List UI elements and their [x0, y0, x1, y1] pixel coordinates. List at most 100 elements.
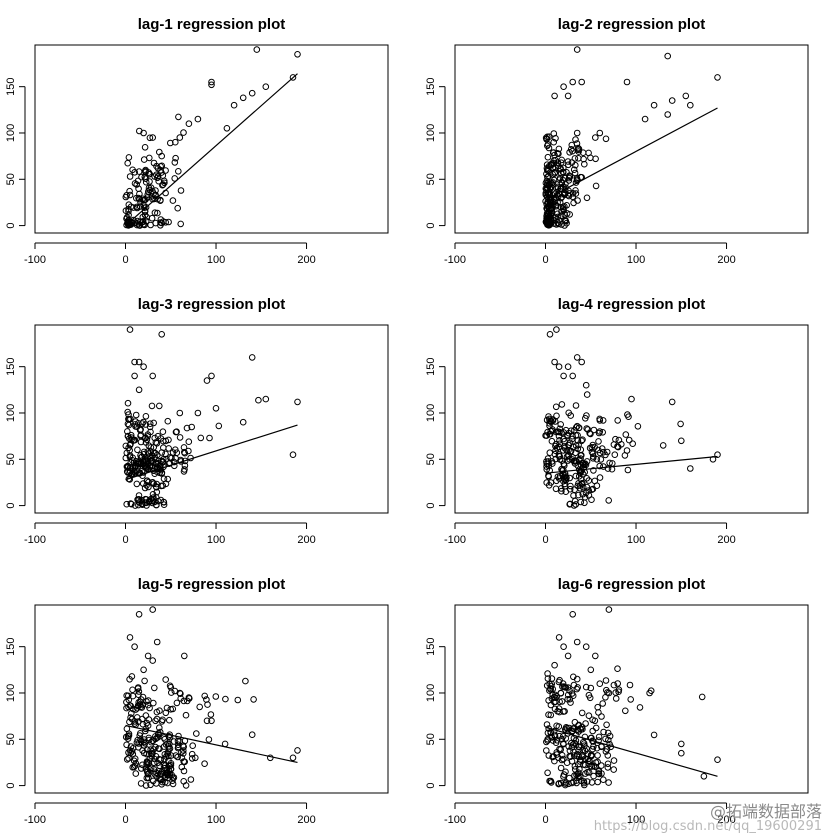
- x-tick-label: 100: [207, 254, 225, 266]
- data-point: [610, 681, 618, 689]
- data-point: [624, 411, 631, 418]
- data-point: [583, 391, 591, 398]
- data-point: [170, 774, 178, 781]
- data-point: [624, 466, 632, 474]
- data-point: [551, 358, 558, 366]
- data-point: [181, 462, 189, 469]
- data-point: [570, 166, 578, 173]
- data-point: [602, 135, 610, 143]
- data-point: [542, 134, 550, 142]
- data-point: [628, 395, 635, 403]
- data-point: [615, 686, 623, 694]
- data-point: [585, 769, 593, 776]
- data-point: [188, 423, 195, 431]
- data-point: [583, 412, 590, 419]
- data-point: [180, 778, 187, 785]
- data-point: [583, 475, 591, 482]
- data-point: [215, 422, 223, 430]
- data-point: [170, 458, 178, 466]
- chart-title: lag-5 regression plot: [138, 576, 286, 593]
- data-point: [564, 691, 572, 699]
- data-point: [596, 462, 604, 470]
- data-point: [552, 485, 560, 493]
- data-point: [602, 748, 610, 755]
- data-point: [611, 451, 619, 459]
- data-point: [146, 766, 154, 773]
- data-point: [550, 149, 557, 156]
- data-point: [579, 470, 587, 478]
- data-point: [568, 757, 576, 765]
- data-point: [151, 684, 158, 692]
- y-tick-label: 50: [5, 733, 17, 745]
- data-point: [566, 747, 574, 755]
- data-point: [160, 218, 167, 225]
- data-point: [575, 441, 582, 449]
- data-point: [143, 477, 151, 485]
- data-point: [592, 134, 599, 141]
- data-point: [561, 186, 569, 194]
- x-tick-label: -100: [444, 814, 466, 826]
- data-point: [593, 482, 601, 490]
- data-point: [165, 752, 172, 760]
- data-point: [131, 358, 138, 366]
- data-point: [124, 735, 132, 742]
- data-point: [614, 417, 622, 424]
- data-point: [587, 684, 595, 692]
- data-point: [143, 463, 151, 471]
- data-point: [544, 769, 551, 777]
- data-point: [131, 762, 139, 769]
- y-tick-label: 150: [5, 637, 17, 655]
- data-point: [557, 779, 565, 787]
- data-point: [174, 741, 182, 749]
- data-point: [555, 780, 563, 787]
- data-point: [552, 194, 560, 202]
- data-point: [604, 764, 612, 771]
- data-point: [543, 479, 551, 486]
- plot-frame: [34, 324, 389, 514]
- data-point: [554, 213, 562, 221]
- data-point: [124, 408, 131, 416]
- data-point: [173, 428, 180, 436]
- data-point: [567, 447, 575, 455]
- x-tick-label: 200: [717, 534, 735, 546]
- data-point: [590, 426, 598, 434]
- data-point: [134, 459, 142, 467]
- data-point: [554, 210, 561, 218]
- data-point: [173, 449, 181, 457]
- data-point: [579, 436, 586, 444]
- data-point: [172, 752, 180, 759]
- data-point: [565, 174, 573, 182]
- data-point: [174, 744, 182, 752]
- data-point: [122, 442, 130, 450]
- data-point: [165, 762, 172, 770]
- data-point: [581, 499, 588, 507]
- data-point: [255, 396, 262, 404]
- data-point: [127, 743, 135, 750]
- data-point: [561, 462, 568, 469]
- data-point: [563, 202, 571, 209]
- data-point: [176, 134, 184, 141]
- data-point: [230, 101, 238, 109]
- data-point: [605, 779, 612, 786]
- data-point: [546, 199, 554, 206]
- plot-frame: [454, 324, 809, 514]
- data-point: [164, 475, 171, 483]
- data-point: [174, 753, 181, 761]
- data-point: [146, 170, 153, 178]
- data-point: [566, 455, 573, 463]
- data-point: [171, 159, 179, 166]
- regression-line: [545, 107, 718, 201]
- data-point: [580, 155, 587, 163]
- data-point: [614, 680, 622, 687]
- data-point: [139, 720, 147, 728]
- data-point: [150, 159, 158, 167]
- data-point: [175, 113, 182, 121]
- data-point: [563, 210, 571, 217]
- data-point: [560, 466, 567, 474]
- data-point: [578, 480, 585, 488]
- data-point: [545, 752, 553, 759]
- data-point: [587, 430, 594, 438]
- data-point: [575, 769, 582, 777]
- data-point: [545, 173, 552, 180]
- data-point: [554, 199, 561, 206]
